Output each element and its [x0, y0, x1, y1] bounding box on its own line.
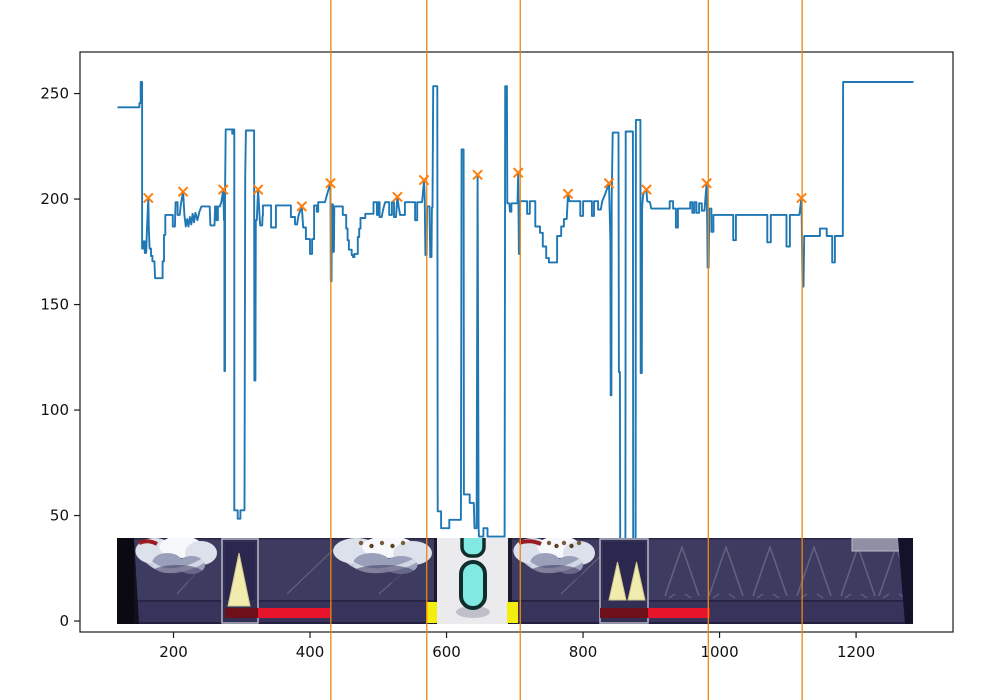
x-tick-label: 1200	[837, 643, 875, 661]
road-tick-marking	[668, 593, 692, 599]
red-streak	[138, 539, 158, 546]
capsule-icon	[459, 560, 487, 610]
debris-dot	[400, 540, 406, 546]
debris-dot	[546, 540, 552, 546]
strip-black-band-edge	[134, 538, 139, 624]
y-tick-label: 150	[40, 296, 69, 314]
boost-arrow-icon	[627, 561, 646, 601]
y-tick-label: 250	[40, 85, 69, 103]
boost-arrow-icon	[608, 561, 627, 601]
progress-bar-bright	[258, 608, 330, 618]
peak-marker-x	[701, 177, 712, 189]
capsule-shadow	[456, 606, 490, 618]
progress-bar-dark	[600, 608, 648, 618]
road-tick-marking	[844, 593, 868, 599]
y-tick-label: 50	[50, 507, 69, 525]
x-tick-label: 200	[159, 643, 188, 661]
peak-marker-x	[392, 191, 403, 203]
white-panel-right-seam	[508, 538, 512, 624]
x-tick-label: 400	[296, 643, 325, 661]
road-lane-line	[286, 549, 334, 595]
hud-gray-rect	[851, 538, 904, 552]
checkpoint-square	[507, 602, 518, 623]
road-tick-marking	[756, 593, 780, 599]
debris-dot	[358, 540, 364, 546]
x-tick-label: 600	[432, 643, 461, 661]
progress-bar-bright	[648, 608, 710, 618]
peak-marker-x	[603, 177, 615, 189]
checkpoint-square	[426, 602, 437, 623]
peak-marker-x	[177, 186, 189, 198]
strip-right-sliver	[898, 538, 913, 624]
road-tick-marking	[712, 593, 736, 599]
peak-marker-x	[296, 201, 308, 212]
debris-dot	[379, 540, 385, 546]
debris-dot	[390, 543, 395, 549]
smoke-fade	[350, 565, 417, 583]
y-tick-label: 200	[40, 190, 69, 208]
white-panel-left-seam	[434, 538, 437, 624]
road-chevron-marking	[664, 544, 700, 597]
axes-spines	[79, 51, 954, 633]
capsule-icon-top	[460, 538, 486, 558]
debris-dot	[369, 543, 374, 549]
strip-top-edge	[117, 538, 913, 540]
peak-marker-x	[252, 184, 264, 195]
debris-dot	[554, 543, 559, 549]
debris-dot	[576, 540, 582, 546]
smoke-fade	[149, 565, 205, 583]
smoke-fade	[527, 565, 583, 583]
peak-marker-x	[217, 184, 229, 195]
strip-seam-line	[117, 600, 913, 602]
peak-marker-x	[562, 188, 574, 200]
debris-dot	[561, 540, 567, 546]
peak-marker-x	[142, 192, 154, 204]
y-tick-label: 100	[40, 401, 69, 419]
peak-marker-x	[641, 184, 652, 195]
boost-arrow-icon	[227, 552, 251, 607]
progress-bar-dark	[225, 608, 258, 618]
road-chevron-marking	[708, 544, 744, 597]
peak-marker-x	[796, 192, 807, 204]
peak-marker-x	[512, 167, 524, 179]
peak-marker-x	[472, 169, 483, 181]
y-tick-label: 0	[59, 612, 69, 630]
signal-line	[117, 81, 914, 541]
road-chevron-marking	[752, 544, 788, 597]
game-frames-strip	[117, 538, 913, 624]
strip-black-band	[117, 538, 134, 624]
debris-dot	[569, 543, 574, 549]
x-tick-label: 1000	[700, 643, 738, 661]
x-tick-label: 800	[569, 643, 598, 661]
